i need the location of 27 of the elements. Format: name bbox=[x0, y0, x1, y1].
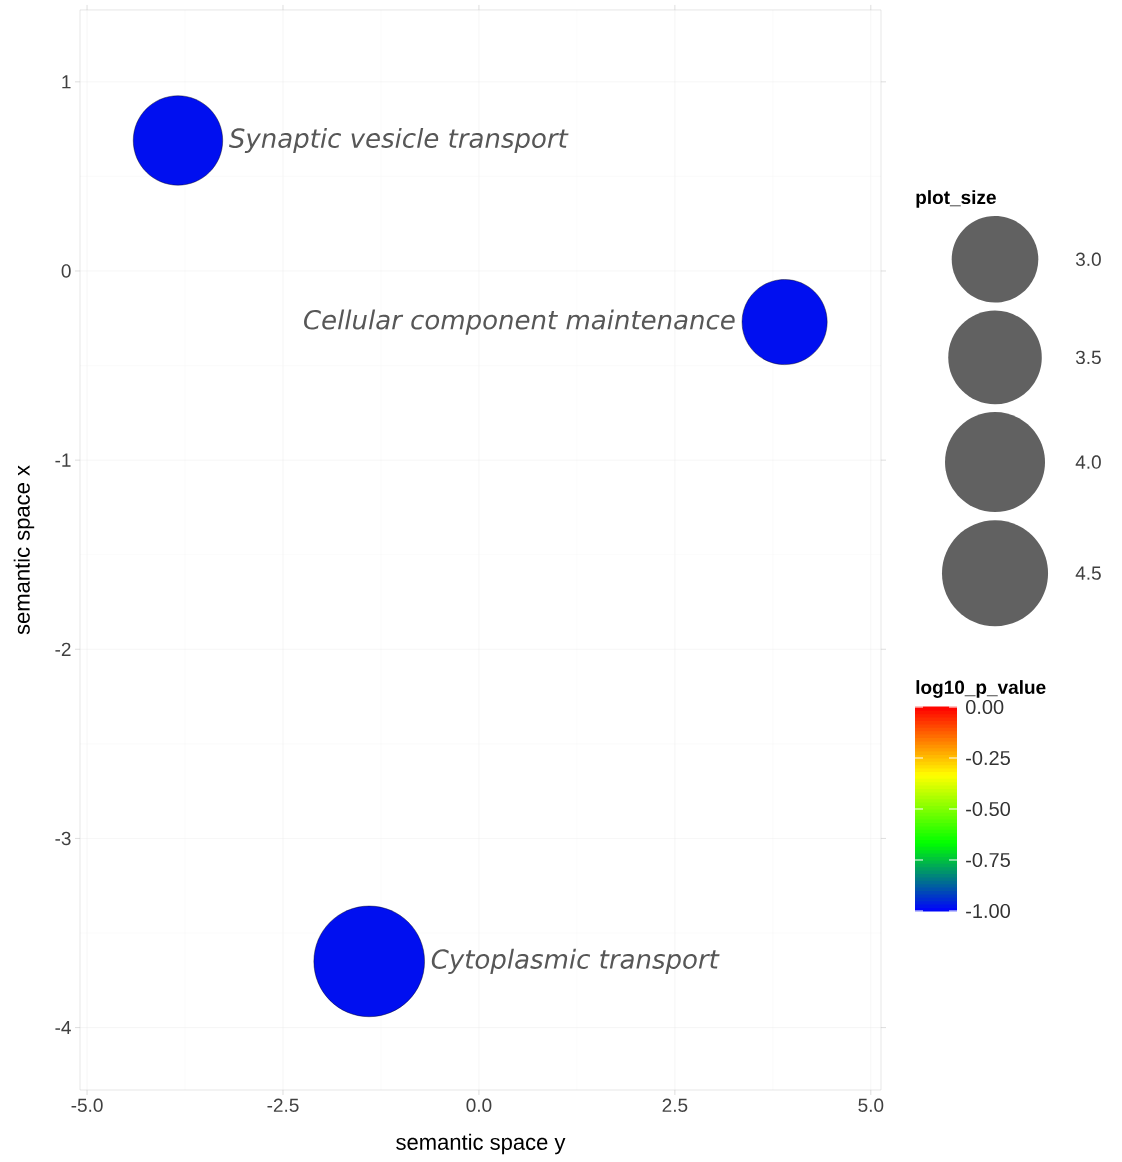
legend-label: 3.5 bbox=[1075, 350, 1101, 365]
color-bar-title: log10_p_value bbox=[916, 680, 1046, 698]
y-tick-label: -4 bbox=[55, 1021, 71, 1035]
color-bar-label: -0.25 bbox=[966, 750, 1010, 766]
y-tick-label: 0 bbox=[61, 264, 71, 278]
x-tick-label: 0.0 bbox=[466, 1098, 492, 1112]
data-label: Cytoplasmic transport bbox=[431, 948, 720, 974]
color-bar-label: 0.00 bbox=[965, 699, 1004, 715]
x-axis-title: semantic space y bbox=[396, 1133, 566, 1155]
y-tick-label: -2 bbox=[55, 642, 71, 656]
legend-label: 4.5 bbox=[1075, 566, 1101, 580]
legend-label: 4.0 bbox=[1075, 455, 1101, 469]
legend-title: plot_size bbox=[916, 190, 996, 208]
x-tick-label: -2.5 bbox=[267, 1098, 299, 1112]
data-label: Synaptic vesicle transport bbox=[229, 127, 569, 154]
color-bar-label: -0.50 bbox=[966, 801, 1011, 817]
y-axis-title: semantic space x bbox=[13, 465, 35, 635]
y-tick-label: -3 bbox=[55, 831, 71, 846]
legend-label: 3.0 bbox=[1075, 252, 1101, 267]
y-tick-label: -1 bbox=[55, 453, 71, 467]
x-tick-label: 2.5 bbox=[662, 1098, 688, 1112]
x-tick-label: 5.0 bbox=[858, 1098, 884, 1112]
x-tick-label: -5.0 bbox=[71, 1098, 103, 1112]
color-bar-label: -1.00 bbox=[966, 903, 1011, 919]
y-tick-label: 1 bbox=[62, 75, 71, 89]
data-label: Cellular component maintenance bbox=[304, 309, 735, 335]
color-bar-label: -0.75 bbox=[966, 852, 1010, 868]
